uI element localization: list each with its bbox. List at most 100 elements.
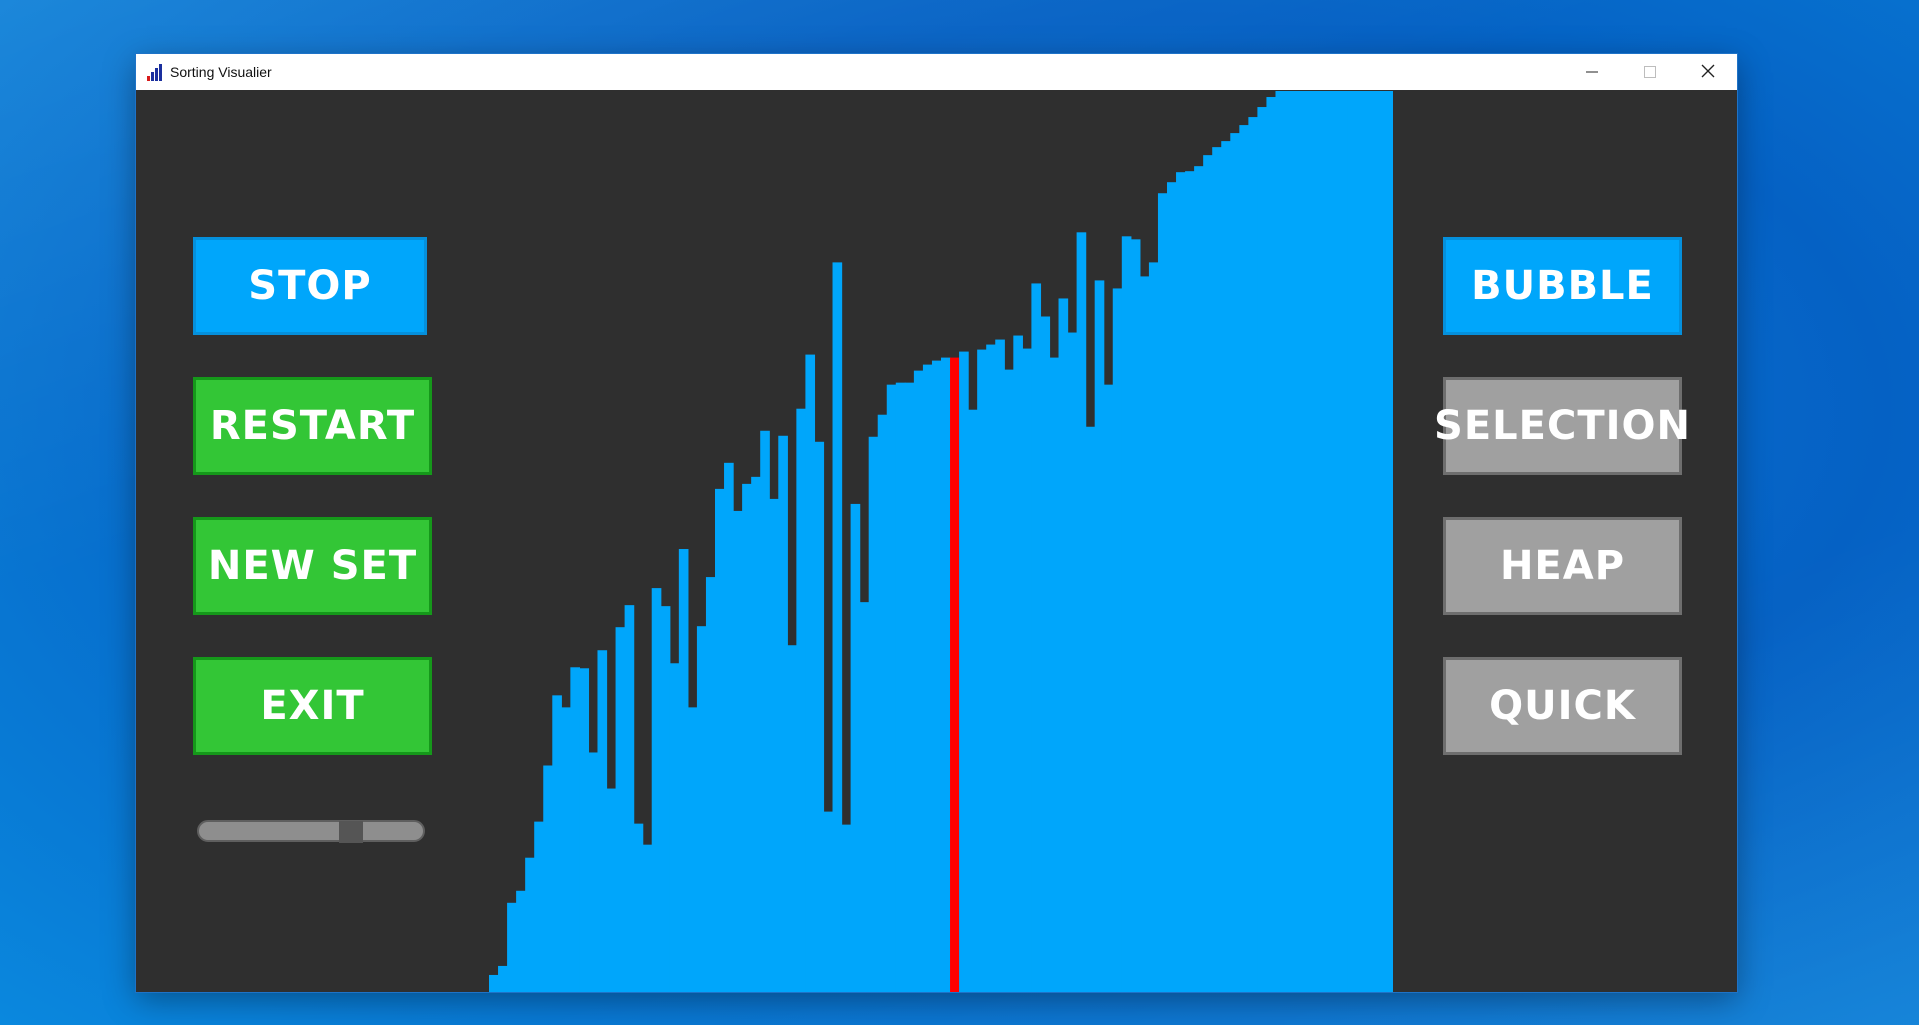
close-icon (1701, 63, 1715, 82)
quick-sort-label: QUICK (1489, 683, 1636, 729)
data-bar (986, 344, 996, 992)
stop-button[interactable]: STOP (193, 237, 427, 335)
data-bar (814, 441, 825, 992)
data-bar (543, 765, 553, 992)
data-bar (904, 382, 915, 992)
data-bar (1049, 357, 1060, 992)
data-bar (1185, 171, 1195, 992)
data-bar (859, 602, 870, 992)
data-bar (1311, 91, 1322, 992)
data-bar (823, 811, 834, 992)
maximize-button[interactable] (1621, 54, 1679, 90)
data-bar (534, 821, 544, 992)
selection-sort-button[interactable]: SELECTION (1434, 377, 1690, 475)
data-bar (633, 823, 644, 992)
data-bar (1239, 125, 1249, 992)
stop-button-label: STOP (248, 263, 372, 309)
selection-sort-label: SELECTION (1434, 403, 1691, 449)
maximize-icon (1644, 63, 1656, 82)
data-bar (1293, 91, 1304, 992)
data-bar (1248, 117, 1258, 992)
data-bar (1139, 276, 1150, 992)
data-bar (1347, 91, 1358, 992)
data-bar (1365, 91, 1376, 992)
data-bar (968, 409, 978, 992)
speed-slider-thumb[interactable] (339, 821, 363, 843)
data-bar (678, 549, 689, 992)
bubble-sort-button[interactable]: BUBBLE (1443, 237, 1682, 335)
data-bar (922, 364, 933, 992)
data-bar (561, 707, 571, 992)
active-bar (950, 357, 960, 992)
speed-slider[interactable] (197, 820, 425, 843)
data-bar (1004, 369, 1014, 992)
data-bar (1212, 147, 1222, 992)
app-window: Sorting Visualier STOP RESTART NEW SET E… (136, 54, 1737, 992)
sorting-chart (489, 90, 1393, 992)
data-bar (941, 357, 951, 992)
data-bar (886, 384, 897, 992)
data-bar (1275, 91, 1286, 992)
data-bar (715, 488, 725, 992)
minimize-button[interactable] (1563, 54, 1621, 90)
data-bar (1130, 239, 1141, 992)
data-bar (931, 360, 942, 992)
data-bar (733, 510, 743, 992)
bubble-sort-label: BUBBLE (1471, 263, 1654, 309)
data-bar (805, 354, 816, 992)
data-bar (1058, 298, 1069, 992)
data-bar (751, 476, 761, 992)
data-bar (570, 667, 580, 992)
data-bar (778, 435, 788, 992)
data-bar (832, 262, 843, 992)
data-bar (651, 588, 662, 992)
close-button[interactable] (1679, 54, 1737, 90)
data-bar (507, 902, 517, 992)
data-bar (1094, 280, 1105, 992)
data-bar (1329, 91, 1340, 992)
data-bar (525, 857, 535, 992)
data-bar (498, 965, 508, 992)
data-bar (588, 752, 599, 992)
data-bar (1121, 236, 1132, 992)
data-bar (687, 707, 698, 992)
title-bar[interactable]: Sorting Visualier (136, 54, 1737, 90)
data-bar (1013, 335, 1023, 992)
data-bar (1112, 288, 1123, 992)
data-bar (705, 577, 716, 992)
data-bar (1031, 283, 1042, 992)
heap-sort-button[interactable]: HEAP (1443, 517, 1682, 615)
data-bar (959, 351, 969, 992)
data-bar (696, 626, 707, 992)
data-bar (597, 650, 608, 992)
data-bar (642, 844, 653, 992)
minimize-icon (1586, 63, 1598, 82)
data-bar (841, 824, 852, 992)
data-bar (1167, 182, 1177, 992)
exit-button[interactable]: EXIT (193, 657, 432, 755)
quick-sort-button[interactable]: QUICK (1443, 657, 1682, 755)
data-bar (1266, 97, 1277, 992)
data-bar (606, 788, 617, 992)
bars-canvas (489, 91, 1393, 992)
restart-button[interactable]: RESTART (193, 377, 432, 475)
data-bar (624, 605, 635, 992)
data-bar (1338, 91, 1349, 992)
data-bar (1067, 332, 1078, 992)
data-bar (760, 430, 770, 992)
data-bar (1194, 166, 1204, 992)
heap-sort-label: HEAP (1499, 543, 1626, 589)
data-bar (660, 606, 671, 992)
data-bar (1103, 384, 1114, 992)
data-bar (724, 462, 734, 992)
data-bar (913, 370, 924, 992)
data-bar (615, 627, 626, 992)
data-bar (977, 349, 987, 992)
new-set-button[interactable]: NEW SET (193, 517, 432, 615)
data-bar (868, 436, 879, 992)
data-bar (877, 414, 888, 992)
data-bar (1085, 426, 1096, 992)
data-bar (769, 498, 779, 992)
window-title: Sorting Visualier (170, 64, 272, 80)
data-bar (1203, 155, 1213, 992)
